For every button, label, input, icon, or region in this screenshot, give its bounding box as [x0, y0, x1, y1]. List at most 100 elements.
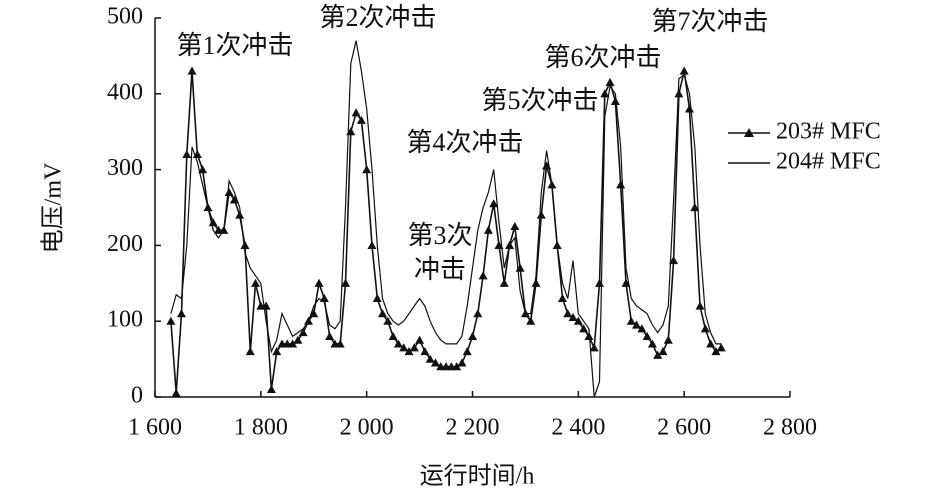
legend-label: 204# MFC: [776, 149, 881, 175]
legend-marker: [744, 128, 754, 137]
point-marker: [605, 77, 615, 87]
point-marker: [430, 358, 440, 367]
y-axis-label: 电压/mV: [40, 162, 67, 253]
x-tick-label: 1 600: [128, 415, 182, 441]
point-marker: [589, 343, 599, 352]
annotation: 第3次: [407, 221, 472, 250]
annotation: 第6次冲击: [544, 43, 661, 72]
point-marker: [208, 218, 218, 227]
point-marker: [166, 316, 176, 325]
annotation: 第4次冲击: [406, 128, 523, 157]
annotation: 第7次冲击: [651, 7, 768, 36]
point-marker: [325, 331, 335, 340]
point-marker: [663, 335, 673, 344]
x-tick-label: 2 200: [446, 415, 500, 441]
point-marker: [573, 316, 583, 325]
point-marker: [610, 96, 620, 105]
point-marker: [473, 309, 483, 318]
point-marker: [187, 66, 197, 75]
y-tick-label: 300: [107, 155, 143, 181]
point-marker: [240, 240, 250, 249]
point-marker: [684, 104, 694, 113]
point-marker: [372, 293, 382, 303]
point-marker: [298, 328, 308, 337]
annotation: 第2次冲击: [319, 3, 436, 32]
point-marker: [314, 278, 324, 287]
point-marker: [415, 335, 425, 344]
point-marker: [393, 339, 403, 348]
point-marker: [600, 89, 610, 98]
point-marker: [171, 388, 181, 397]
point-marker: [452, 362, 462, 371]
point-marker: [235, 210, 245, 219]
point-marker: [658, 347, 668, 356]
point-marker: [626, 316, 636, 325]
y-tick-label: 200: [107, 231, 143, 257]
y-tick-label: 100: [107, 307, 143, 333]
point-marker: [526, 316, 536, 325]
point-marker: [425, 354, 435, 363]
point-marker: [399, 343, 409, 352]
point-marker: [367, 240, 377, 249]
series-line: [170, 40, 722, 398]
x-tick-label: 2 400: [551, 415, 605, 441]
x-tick-label: 2 600: [657, 415, 711, 441]
point-marker: [378, 309, 388, 318]
y-tick-label: 0: [131, 383, 143, 409]
point-marker: [462, 347, 472, 356]
point-marker: [674, 89, 684, 98]
point-marker: [483, 225, 493, 234]
point-marker: [293, 335, 303, 344]
point-marker: [716, 343, 726, 352]
point-marker: [616, 180, 626, 189]
point-marker: [669, 256, 679, 265]
point-marker: [637, 324, 647, 333]
annotation: 第1次冲击: [176, 31, 293, 60]
point-marker: [272, 347, 282, 356]
annotation: 冲击: [414, 255, 466, 284]
point-marker: [557, 293, 567, 303]
point-marker: [420, 347, 430, 356]
point-marker: [563, 309, 573, 318]
point-marker: [198, 165, 208, 174]
point-marker: [182, 149, 192, 159]
point-marker: [409, 343, 419, 352]
point-marker: [510, 221, 520, 231]
point-marker: [489, 199, 499, 208]
point-marker: [706, 339, 716, 348]
point-marker: [356, 115, 366, 124]
point-marker: [647, 339, 657, 348]
point-marker: [468, 331, 477, 340]
point-marker: [245, 347, 255, 356]
x-axis-label: 运行时间/h: [420, 463, 535, 490]
point-marker: [224, 187, 234, 196]
point-marker: [388, 331, 398, 340]
legend-label: 203# MFC: [776, 119, 881, 145]
point-marker: [362, 165, 372, 174]
point-marker: [653, 350, 663, 359]
point-marker: [266, 384, 276, 394]
point-marker: [536, 210, 546, 219]
point-marker: [700, 324, 710, 333]
point-marker: [642, 331, 652, 340]
point-marker: [632, 320, 642, 329]
point-marker: [711, 347, 721, 356]
x-tick-label: 1 800: [234, 415, 288, 441]
point-marker: [309, 309, 319, 318]
point-marker: [579, 324, 589, 333]
point-marker: [335, 339, 345, 348]
y-tick-label: 500: [107, 4, 143, 30]
point-marker: [341, 278, 350, 287]
point-marker: [457, 358, 467, 367]
point-marker: [621, 278, 631, 287]
point-marker: [568, 312, 578, 322]
point-marker: [383, 316, 393, 325]
point-marker: [176, 309, 186, 318]
annotation: 第5次冲击: [481, 86, 598, 115]
point-marker: [251, 278, 261, 287]
y-tick-label: 400: [107, 79, 143, 105]
x-tick-label: 2 000: [340, 415, 394, 441]
point-marker: [478, 271, 488, 280]
point-marker: [595, 278, 604, 287]
point-marker: [695, 301, 705, 310]
